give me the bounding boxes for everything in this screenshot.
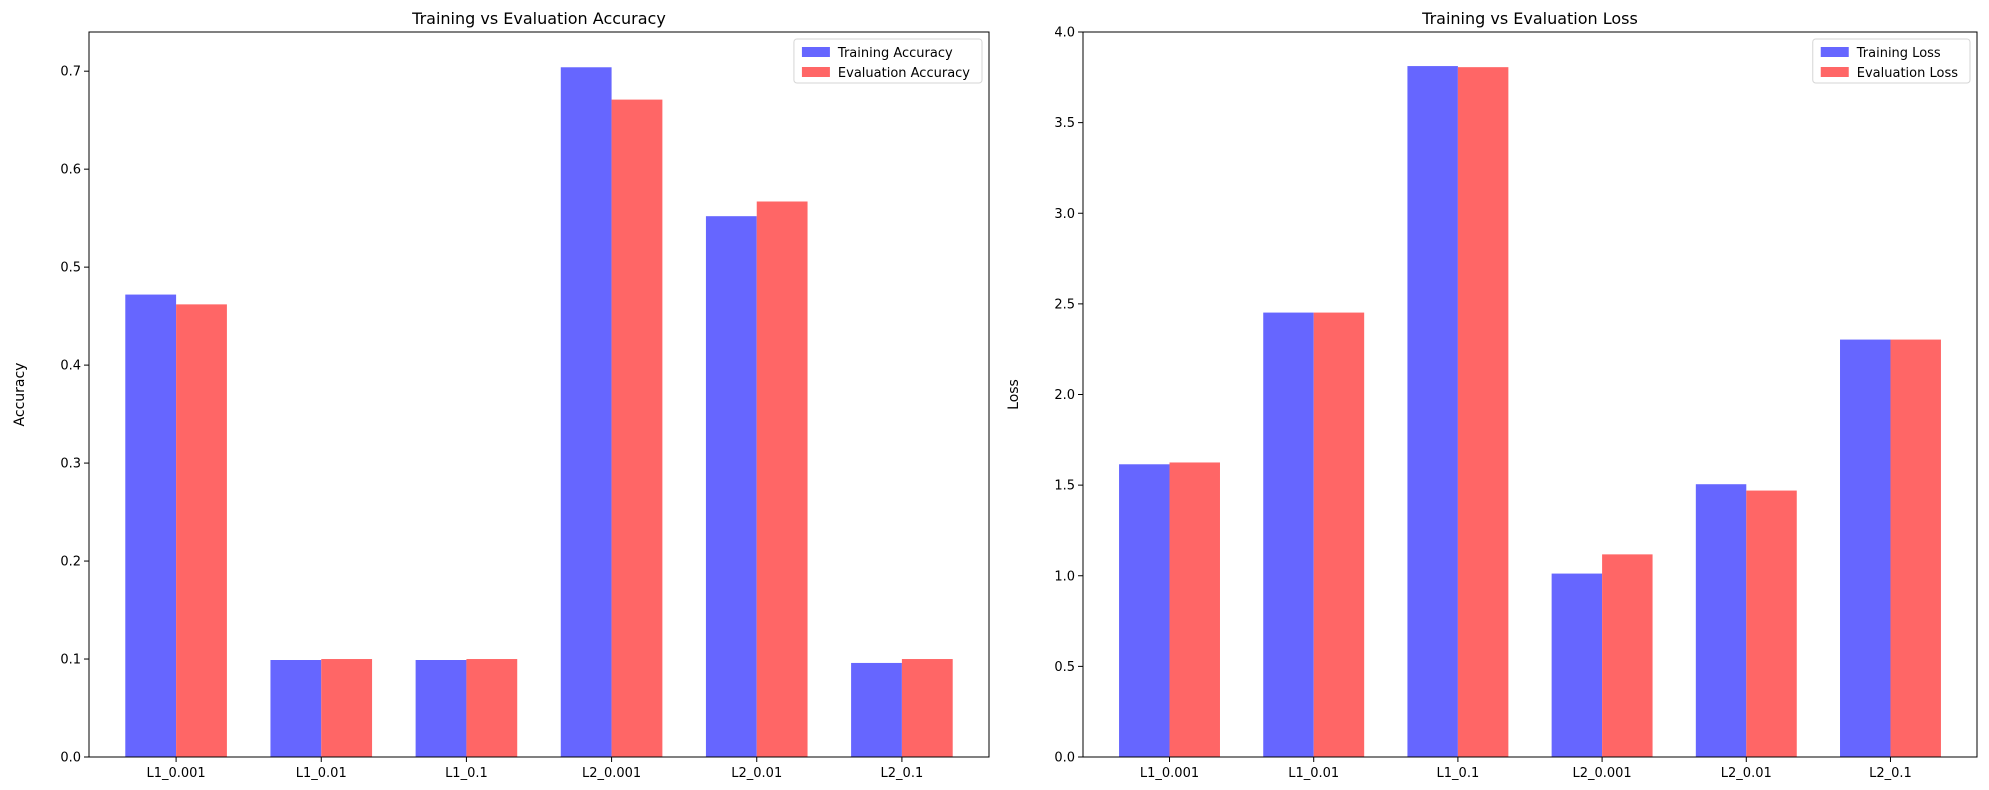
y-tick-label: 0.1 xyxy=(60,653,81,668)
y-tick-label: 0.7 xyxy=(60,65,81,80)
training-bar-L1_0.1 xyxy=(1407,66,1458,757)
plot-frame xyxy=(88,31,990,758)
y-ticks: 0.0 0.5 1.0 1.5 2.0 2.5 3.0 3.5 4.0 xyxy=(1054,26,1083,766)
x-tick-label: L1_0.01 xyxy=(1288,766,1339,781)
training-bar-L1_0.1 xyxy=(415,660,467,757)
legend-label-evaluation: Evaluation Loss xyxy=(1857,66,1958,81)
y-tick-label: 3.5 xyxy=(1054,116,1075,131)
y-tick-label: 0.3 xyxy=(60,457,81,472)
evaluation-bar-L2_0.01 xyxy=(756,201,808,758)
y-axis-title: Loss xyxy=(1006,379,1022,410)
chart-title: Training vs Evaluation Accuracy xyxy=(411,9,666,28)
bars xyxy=(1119,66,1941,758)
x-tick-label: L2_0.1 xyxy=(1869,766,1912,781)
training-bar-L2_0.1 xyxy=(851,662,902,757)
y-tick-label: 0.4 xyxy=(60,359,81,374)
y-ticks: 0.0 0.1 0.2 0.3 0.4 0.5 0.6 0.7 xyxy=(60,65,89,766)
x-tick-label: L1_0.001 xyxy=(1140,766,1199,781)
training-bar-L2_0.01 xyxy=(705,216,757,757)
evaluation-bar-L1_0.1 xyxy=(1457,67,1509,758)
bars xyxy=(125,67,953,758)
evaluation-bar-L1_0.01 xyxy=(1313,312,1365,757)
training-bar-L1_0.001 xyxy=(125,294,177,757)
legend-swatch-evaluation xyxy=(1820,67,1849,77)
x-tick-label: L2_0.01 xyxy=(1721,766,1772,781)
legend-label-evaluation: Evaluation Accuracy xyxy=(838,66,970,81)
evaluation-bar-L2_0.01 xyxy=(1746,490,1797,757)
legend-label-training: Training Accuracy xyxy=(837,46,953,61)
training-bar-L2_0.01 xyxy=(1695,484,1747,757)
y-tick-label: 2.0 xyxy=(1054,388,1075,403)
x-tick-label: L2_0.01 xyxy=(731,766,782,781)
y-tick-label: 2.5 xyxy=(1054,297,1075,312)
y-tick-label: 1.0 xyxy=(1054,569,1075,584)
legend-swatch-training xyxy=(801,47,830,57)
evaluation-bar-L1_0.001 xyxy=(176,304,227,757)
legend: Training Loss Evaluation Loss xyxy=(1812,38,1971,84)
evaluation-bar-L1_0.1 xyxy=(466,659,518,757)
y-tick-label: 3.0 xyxy=(1054,207,1075,222)
y-tick-label: 0.5 xyxy=(60,261,81,276)
x-ticks: L1_0.001 L1_0.01 L1_0.1 L2_0.001 L2_0.01 L2_0… xyxy=(1140,757,1912,781)
y-tick-label: 4.0 xyxy=(1054,26,1075,41)
plot-frame xyxy=(1082,31,1978,758)
y-tick-label: 0.5 xyxy=(1054,660,1075,675)
legend-box xyxy=(1812,38,1971,84)
evaluation-bar-L2_0.001 xyxy=(611,99,663,758)
x-tick-label: L1_0.1 xyxy=(445,766,488,781)
legend-swatch-training xyxy=(1820,47,1849,57)
legend-swatch-evaluation xyxy=(801,67,830,77)
training-bar-L2_0.001 xyxy=(560,67,612,758)
x-tick-label: L1_0.01 xyxy=(296,766,347,781)
x-tick-label: L2_0.001 xyxy=(1572,766,1631,781)
x-tick-label: L1_0.001 xyxy=(146,766,205,781)
x-tick-label: L2_0.001 xyxy=(582,766,641,781)
x-tick-label: L1_0.1 xyxy=(1437,766,1480,781)
legend-label-training: Training Loss xyxy=(1856,46,1941,61)
y-tick-label: 0.6 xyxy=(60,163,81,178)
evaluation-bar-L1_0.01 xyxy=(321,659,373,757)
training-bar-L1_0.001 xyxy=(1119,464,1170,757)
evaluation-bar-L1_0.001 xyxy=(1169,462,1220,757)
training-bar-L1_0.01 xyxy=(1263,312,1314,757)
x-ticks: L1_0.001 L1_0.01 L1_0.1 L2_0.001 L2_0.01 L2_0… xyxy=(146,757,923,781)
legend: Training Accuracy Evaluation Accuracy xyxy=(793,38,983,84)
evaluation-bar-L2_0.1 xyxy=(1890,339,1941,757)
y-tick-label: 0.0 xyxy=(1054,751,1075,766)
accuracy-chart: Training vs Evaluation Accuracy Accuracy… xyxy=(12,9,990,781)
training-bar-L2_0.1 xyxy=(1840,339,1891,757)
y-tick-label: 0.0 xyxy=(60,751,81,766)
y-axis-title: Accuracy xyxy=(12,363,28,427)
evaluation-bar-L2_0.1 xyxy=(901,659,953,757)
chart-title: Training vs Evaluation Loss xyxy=(1421,9,1638,28)
legend-box xyxy=(793,38,983,84)
y-tick-label: 1.5 xyxy=(1054,479,1075,494)
evaluation-bar-L2_0.001 xyxy=(1602,554,1653,757)
x-tick-label: L2_0.1 xyxy=(881,766,924,781)
training-bar-L2_0.001 xyxy=(1551,573,1603,757)
training-bar-L1_0.01 xyxy=(270,660,322,757)
loss-chart: Training vs Evaluation Loss Loss 0.0 0.5 1… xyxy=(1006,9,1978,781)
y-tick-label: 0.2 xyxy=(60,555,81,570)
